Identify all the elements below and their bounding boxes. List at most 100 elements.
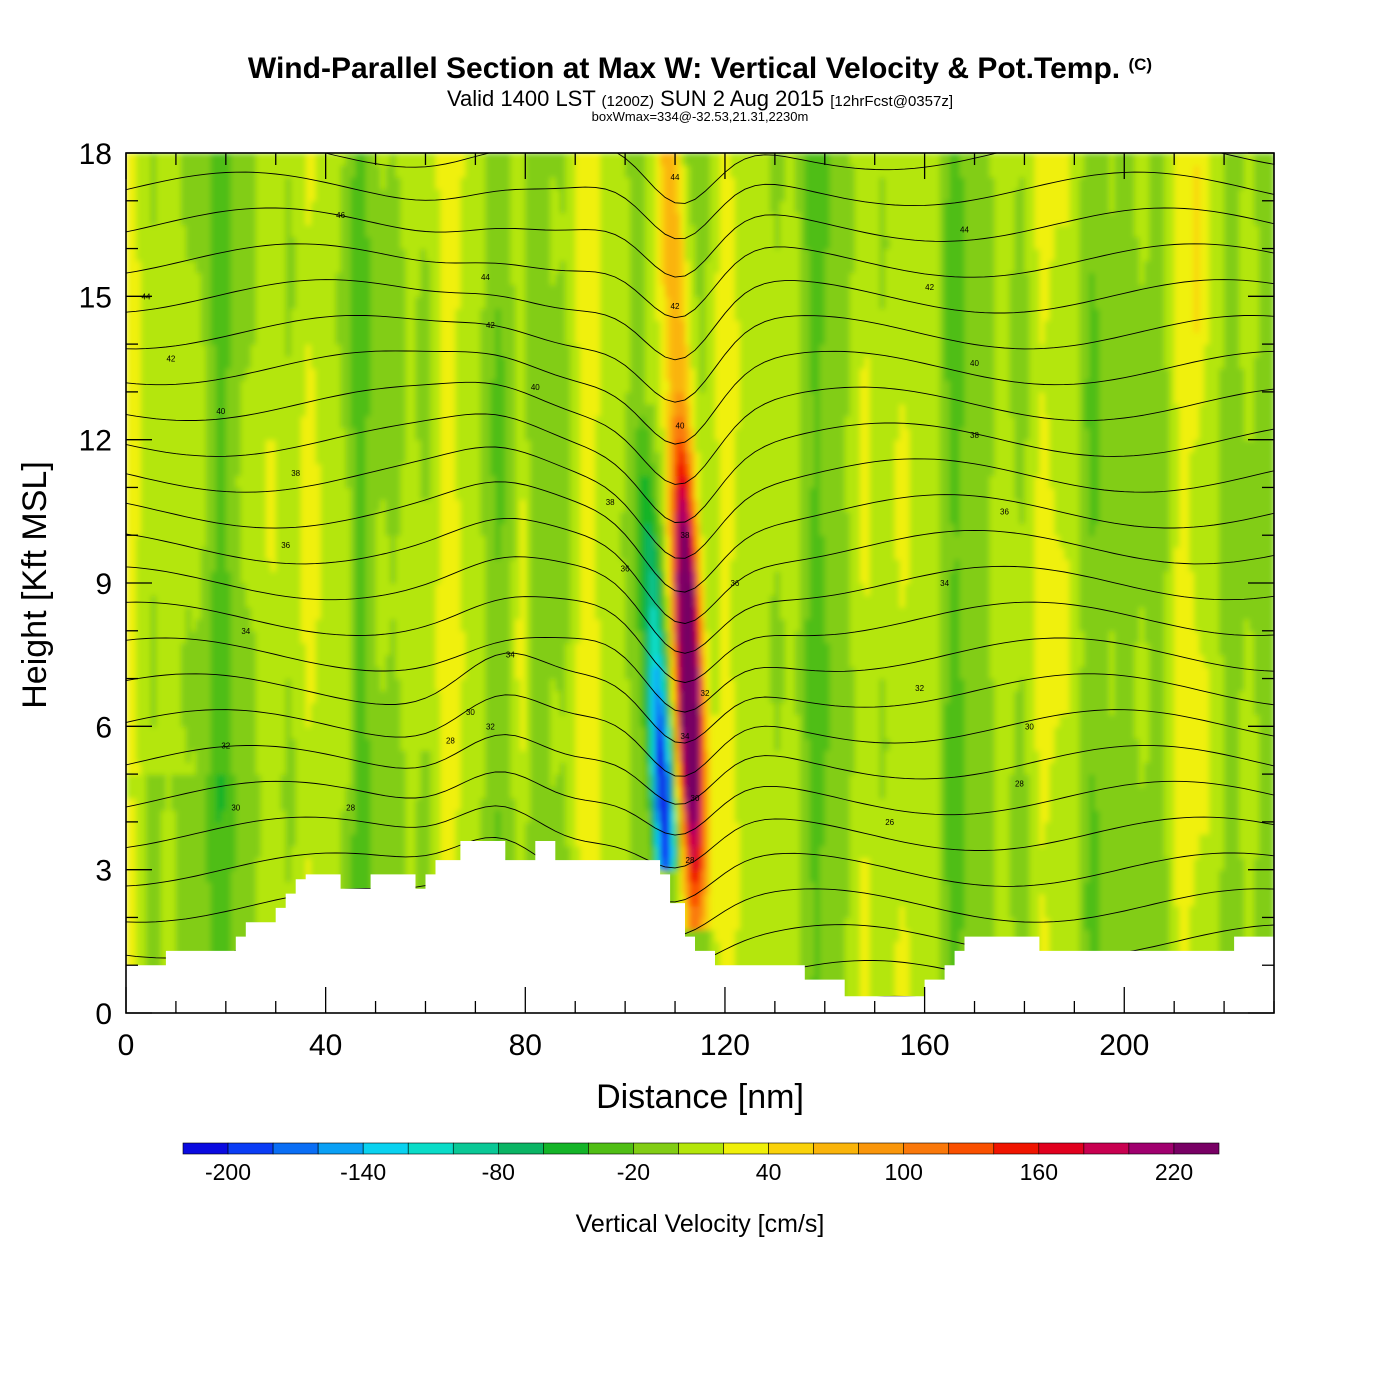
velocity-cell — [225, 941, 232, 954]
velocity-cell — [375, 212, 382, 226]
velocity-cell — [260, 415, 267, 429]
velocity-cell — [250, 427, 257, 441]
velocity-cell — [195, 738, 202, 751]
velocity-cell — [230, 487, 237, 501]
velocity-cell — [420, 690, 427, 704]
velocity-cell — [445, 188, 452, 202]
velocity-cell — [145, 750, 152, 763]
velocity-cell — [415, 475, 422, 489]
velocity-cell — [365, 511, 372, 524]
velocity-cell — [375, 475, 382, 489]
velocity-cell — [385, 642, 392, 656]
velocity-cell — [465, 308, 472, 321]
velocity-cell — [355, 153, 362, 166]
velocity-cell — [265, 774, 272, 787]
velocity-cell — [380, 547, 387, 560]
velocity-cell — [445, 630, 452, 644]
velocity-cell — [375, 499, 382, 513]
velocity-cell — [130, 583, 137, 596]
velocity-cell — [200, 594, 207, 608]
velocity-cell — [430, 320, 437, 333]
velocity-cell — [265, 547, 272, 560]
velocity-cell — [460, 379, 467, 393]
velocity-cell — [335, 212, 342, 226]
velocity-cell — [205, 439, 212, 453]
velocity-cell — [245, 750, 252, 763]
velocity-cell — [385, 857, 392, 871]
velocity-cell — [320, 630, 327, 644]
velocity-cell — [400, 618, 407, 632]
velocity-cell — [455, 499, 462, 513]
velocity-cell — [145, 618, 152, 632]
velocity-cell — [290, 499, 297, 513]
velocity-cell — [155, 798, 162, 811]
velocity-cell — [185, 487, 192, 501]
velocity-cell — [250, 200, 257, 214]
velocity-cell — [165, 320, 172, 333]
velocity-cell — [185, 379, 192, 393]
velocity-cell — [126, 762, 132, 775]
velocity-cell — [450, 702, 457, 716]
velocity-cell — [130, 475, 137, 489]
velocity-cell — [270, 296, 277, 309]
velocity-cell — [190, 200, 197, 214]
velocity-cell — [195, 308, 202, 321]
velocity-cell — [165, 475, 172, 489]
velocity-cell — [205, 236, 212, 250]
velocity-cell — [200, 391, 207, 405]
velocity-cell — [465, 332, 472, 345]
velocity-cell — [360, 762, 367, 775]
velocity-cell — [420, 881, 427, 895]
velocity-cell — [185, 176, 192, 190]
velocity-cell — [430, 845, 437, 859]
velocity-cell — [285, 236, 292, 250]
velocity-cell — [430, 726, 437, 739]
velocity-cell — [155, 547, 162, 560]
velocity-cell — [415, 356, 422, 369]
velocity-cell — [275, 666, 282, 680]
velocity-cell — [375, 236, 382, 250]
velocity-cell — [285, 391, 292, 405]
velocity-cell — [195, 690, 202, 704]
velocity-cell — [135, 523, 142, 536]
velocity-cell — [265, 248, 272, 262]
velocity-cell — [420, 356, 427, 369]
velocity-cell — [400, 212, 407, 226]
velocity-cell — [420, 439, 427, 453]
velocity-cell — [325, 809, 332, 823]
velocity-cell — [280, 356, 287, 369]
velocity-cell — [140, 881, 147, 895]
velocity-cell — [205, 845, 212, 859]
velocity-cell — [365, 666, 372, 680]
velocity-cell — [270, 236, 277, 250]
velocity-cell — [170, 762, 177, 775]
velocity-cell — [305, 451, 312, 465]
velocity-cell — [175, 475, 182, 489]
velocity-cell — [300, 356, 307, 369]
velocity-cell — [240, 929, 247, 943]
velocity-cell — [265, 272, 272, 286]
velocity-cell — [145, 917, 152, 931]
velocity-cell — [126, 188, 132, 202]
velocity-cell — [370, 451, 377, 465]
velocity-cell — [135, 642, 142, 656]
velocity-cell — [255, 905, 262, 919]
velocity-cell — [155, 666, 162, 680]
velocity-cell — [175, 869, 182, 883]
velocity-cell — [250, 224, 257, 238]
velocity-cell — [360, 463, 367, 477]
velocity-cell — [290, 690, 297, 704]
velocity-cell — [280, 594, 287, 608]
velocity-cell — [355, 678, 362, 692]
velocity-cell — [200, 809, 207, 823]
velocity-cell — [345, 248, 352, 262]
velocity-cell — [455, 786, 462, 799]
velocity-cell — [390, 379, 397, 393]
velocity-cell — [175, 762, 182, 775]
velocity-cell — [315, 188, 322, 202]
velocity-cell — [220, 511, 227, 524]
velocity-cell — [395, 726, 402, 739]
velocity-cell — [325, 164, 332, 178]
velocity-cell — [185, 559, 192, 572]
velocity-cell — [165, 296, 172, 309]
